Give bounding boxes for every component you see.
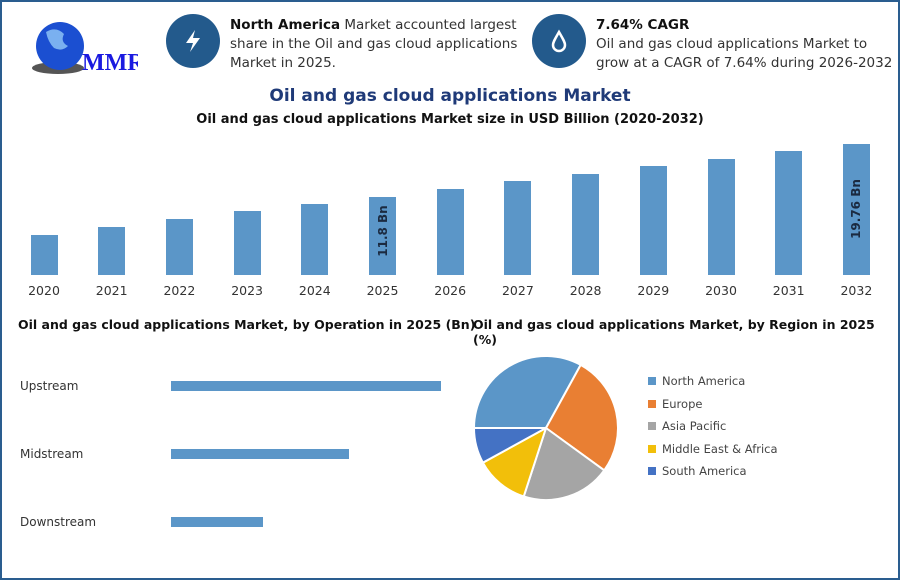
info-card-region-bold: North America bbox=[230, 17, 341, 33]
legend-label: Asia Pacific bbox=[662, 419, 727, 433]
legend-swatch bbox=[648, 399, 656, 408]
x-tick-label: 2030 bbox=[705, 283, 737, 298]
bar-2028 bbox=[572, 174, 600, 275]
info-card-region: North America Market accounted largest s… bbox=[230, 16, 520, 73]
bar-2027 bbox=[504, 180, 532, 275]
category-label-upstream: Upstream bbox=[20, 379, 79, 393]
bar-2024 bbox=[301, 204, 329, 275]
operation-chart-title: Oil and gas cloud applications Market, b… bbox=[18, 317, 476, 332]
legend-item: Asia Pacific bbox=[648, 419, 726, 433]
pie-slice-asia-pacific bbox=[522, 426, 606, 501]
legend-label: Middle East & Africa bbox=[662, 441, 778, 456]
pie-slice-europe bbox=[544, 363, 619, 472]
x-tick-label: 2020 bbox=[28, 283, 60, 298]
legend-label: Europe bbox=[662, 396, 703, 411]
data-label-2032: 19.76 Bn bbox=[849, 178, 864, 239]
chart-title: Oil and gas cloud applications Market bbox=[269, 86, 631, 106]
x-tick-label: 2028 bbox=[569, 283, 602, 298]
svg-text:MMR: MMR bbox=[82, 50, 138, 76]
info-card-region-text: Market accounted largest share in the Oi… bbox=[230, 17, 518, 71]
legend-swatch bbox=[648, 422, 656, 430]
bar-2022 bbox=[165, 219, 193, 275]
legend-item: Middle East & Africa bbox=[648, 442, 778, 456]
legend-item: North America bbox=[648, 374, 745, 388]
pie-slice-south-america bbox=[472, 427, 547, 465]
bar-2023 bbox=[233, 211, 261, 275]
region-pie-chart bbox=[472, 355, 619, 501]
x-tick-label: 2031 bbox=[772, 283, 805, 298]
bar-2031 bbox=[775, 151, 803, 275]
info-card-cagr-bold: 7.64% CAGR bbox=[596, 17, 690, 33]
chart-subtitle: Oil and gas cloud applications Market si… bbox=[196, 112, 704, 127]
data-label-2025: 11.8 Bn bbox=[375, 205, 390, 257]
bar-2021 bbox=[98, 226, 126, 275]
hbar-midstream bbox=[171, 449, 350, 459]
info-card-cagr: 7.64% CAGR Oil and gas cloud applications… bbox=[596, 16, 896, 73]
x-tick-label: 2026 bbox=[434, 283, 467, 298]
x-tick-label: 2021 bbox=[95, 283, 128, 298]
legend-swatch bbox=[648, 444, 656, 453]
bar-2020 bbox=[30, 234, 58, 275]
hbar-upstream bbox=[171, 381, 441, 391]
x-tick-label: 2027 bbox=[501, 283, 534, 298]
x-tick-label: 2023 bbox=[231, 283, 263, 298]
category-label-midstream: Midstream bbox=[20, 447, 84, 461]
legend-swatch bbox=[648, 467, 656, 475]
legend-label: North America bbox=[662, 374, 746, 388]
legend-item: Europe bbox=[648, 397, 702, 411]
bar-2029 bbox=[639, 166, 667, 275]
x-tick-label: 2025 bbox=[366, 283, 399, 298]
bar-2025 bbox=[369, 196, 396, 275]
x-tick-label: 2024 bbox=[298, 283, 331, 298]
hbar-downstream bbox=[171, 517, 263, 527]
bar-2032 bbox=[842, 144, 870, 275]
category-label-downstream: Downstream bbox=[20, 515, 97, 529]
lightning-icon bbox=[166, 14, 220, 68]
legend-item: South America bbox=[648, 464, 747, 478]
oil-drop-icon bbox=[532, 14, 586, 68]
x-tick-label: 2029 bbox=[637, 283, 670, 298]
bar-2030 bbox=[707, 158, 735, 275]
pie-slice-north-america bbox=[472, 355, 583, 429]
x-tick-label: 2032 bbox=[840, 283, 873, 298]
region-chart-title: Oil and gas cloud applications Market, b… bbox=[473, 317, 875, 347]
legend-swatch bbox=[648, 377, 656, 385]
legend-label: South America bbox=[662, 464, 747, 478]
info-card-cagr-text: Oil and gas cloud applications Market to… bbox=[596, 36, 893, 71]
mmr-logo: MMR bbox=[28, 18, 145, 78]
x-tick-label: 2022 bbox=[163, 283, 196, 298]
bar-2026 bbox=[436, 189, 464, 275]
